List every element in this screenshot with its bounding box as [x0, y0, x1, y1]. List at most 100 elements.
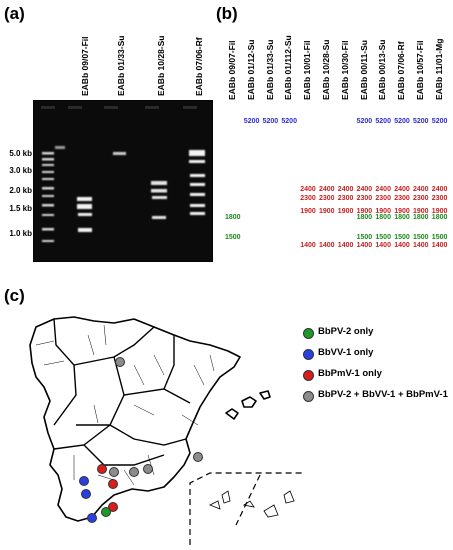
table-cell: 1400 [431, 242, 448, 249]
table-cell: 5200 [262, 118, 279, 125]
table-cell: 1800 [413, 214, 429, 221]
table-cell: 5200 [356, 118, 373, 125]
table-cell: 5200 [413, 118, 429, 125]
table-column-header: EABb 10/28-Su [321, 39, 331, 100]
size-marker: 1.5 kb [9, 204, 32, 213]
table-cell: 5200 [394, 118, 410, 125]
table-cell: 1800 [225, 214, 241, 221]
table-cell: 2300 [356, 195, 373, 202]
table-cell: 1400 [394, 242, 410, 249]
table-column-header: EABb 09/07-Fil [227, 40, 237, 100]
table-cell: 2400 [431, 186, 448, 193]
lane-label: EABb 10/28-Su [156, 35, 166, 96]
table-cell: 1900 [319, 208, 335, 215]
legend-label: BbPmV-1 only [318, 368, 382, 379]
panel-label-a: (a) [4, 4, 25, 23]
table-cell: 2300 [319, 195, 335, 202]
table-cell: 5200 [281, 118, 297, 125]
panel-label-b: (b) [216, 4, 238, 23]
table-cell: 2400 [300, 186, 316, 193]
size-marker-labels: 5.0 kb 3.0 kb 2.0 kb 1.5 kb 1.0 kb [0, 0, 32, 270]
gel-bands [32, 99, 214, 263]
size-marker: 1.0 kb [9, 229, 32, 238]
map-svg [29, 316, 304, 545]
table-column-header: EABb 01/12-Su [245, 39, 256, 100]
table-cell: 1800 [394, 214, 410, 221]
table-cell: 2400 [375, 186, 391, 193]
table-cell: 1900 [356, 208, 373, 215]
sample-dot [143, 464, 153, 474]
table-column-header: EABb 10/01-Fil [302, 40, 313, 100]
island [225, 408, 239, 420]
table-column-header: EABb 00/13-Su [377, 39, 388, 100]
table-cell: 1800 [375, 214, 391, 221]
table-cell: 2400 [319, 186, 335, 193]
legend-dot-grey [303, 391, 314, 402]
table-cell: 1400 [356, 242, 373, 249]
sample-dot [109, 467, 119, 477]
table-cell: 2400 [337, 186, 354, 193]
table-cell: 1900 [394, 208, 410, 215]
table-cell: 1800 [431, 214, 448, 221]
table-cell: 2300 [413, 195, 429, 202]
size-marker: 2.0 kb [9, 186, 32, 195]
table-cell: 1400 [337, 242, 354, 249]
sample-dot [129, 467, 139, 477]
sample-dot [81, 489, 91, 499]
table-cell: 1500 [394, 234, 410, 241]
table-cell: 1400 [413, 242, 429, 249]
table-cell: 1500 [225, 234, 241, 241]
table-cell: 2300 [337, 195, 354, 202]
sample-dot [79, 476, 89, 486]
map-legend: BbPV-2 only BbVV-1 only BbPmV-1 only BbP… [300, 325, 450, 415]
sample-dot [108, 502, 118, 512]
legend-dot-green [303, 328, 314, 339]
table-column-header: EABb 01/33-Su [264, 39, 275, 100]
panel-label-c: (c) [4, 286, 25, 305]
gel-image [32, 99, 214, 263]
table-cell: 1900 [431, 208, 448, 215]
table-column-header: EABb 01/112-Su [283, 35, 294, 100]
size-marker: 3.0 kb [9, 166, 32, 175]
table-cell: 2400 [356, 186, 373, 193]
peninsula-outline [29, 316, 241, 522]
table-cell: 1400 [300, 242, 316, 249]
table-cell: 1900 [337, 208, 354, 215]
legend-label: BbPV-2 + BbVV-1 + BbPmV-1 [318, 389, 448, 400]
table-cell: 2400 [413, 186, 429, 193]
legend-dot-red [303, 370, 314, 381]
sample-dot [115, 357, 125, 367]
table-cell: 5200 [243, 118, 260, 125]
table-cell: 1500 [413, 234, 429, 241]
table-cell: 2400 [394, 186, 410, 193]
lane-label: EABb 09/07-Fil [80, 36, 90, 96]
map-iberian-peninsula [14, 305, 304, 545]
table-cell: 5200 [431, 118, 448, 125]
table-cell: 2300 [300, 195, 316, 202]
sample-dot [97, 464, 107, 474]
table-cell: 1500 [431, 234, 448, 241]
table-cell: 1500 [375, 234, 391, 241]
size-marker: 5.0 kb [9, 149, 32, 158]
table-cell: 1400 [375, 242, 391, 249]
table-cell: 1900 [375, 208, 391, 215]
table-column-header: EABb 11/01-Mg [433, 38, 444, 100]
table-column-header: EABb 10/57-Fil [415, 40, 425, 100]
island [241, 396, 257, 408]
sample-dot [108, 479, 118, 489]
legend-label: BbPV-2 only [318, 326, 374, 337]
sample-dot [87, 513, 97, 523]
table-column-header: EABb 10/30-Fil [339, 40, 350, 100]
table-cell: 2300 [375, 195, 391, 202]
table-cell: 1800 [356, 214, 373, 221]
table-column-header: EABb 07/06-Rf [396, 41, 407, 100]
table-cell: 1500 [356, 234, 373, 241]
table-cell: 1900 [413, 208, 429, 215]
table-cell: 1400 [319, 242, 335, 249]
legend-label: BbVV-1 only [318, 347, 374, 358]
lane-label: EABb 01/33-Su [116, 35, 126, 96]
sample-dot [101, 507, 111, 517]
legend-dot-blue [303, 349, 314, 360]
island [259, 390, 271, 400]
table-column-header: EABb 00/11-Su [358, 40, 369, 100]
